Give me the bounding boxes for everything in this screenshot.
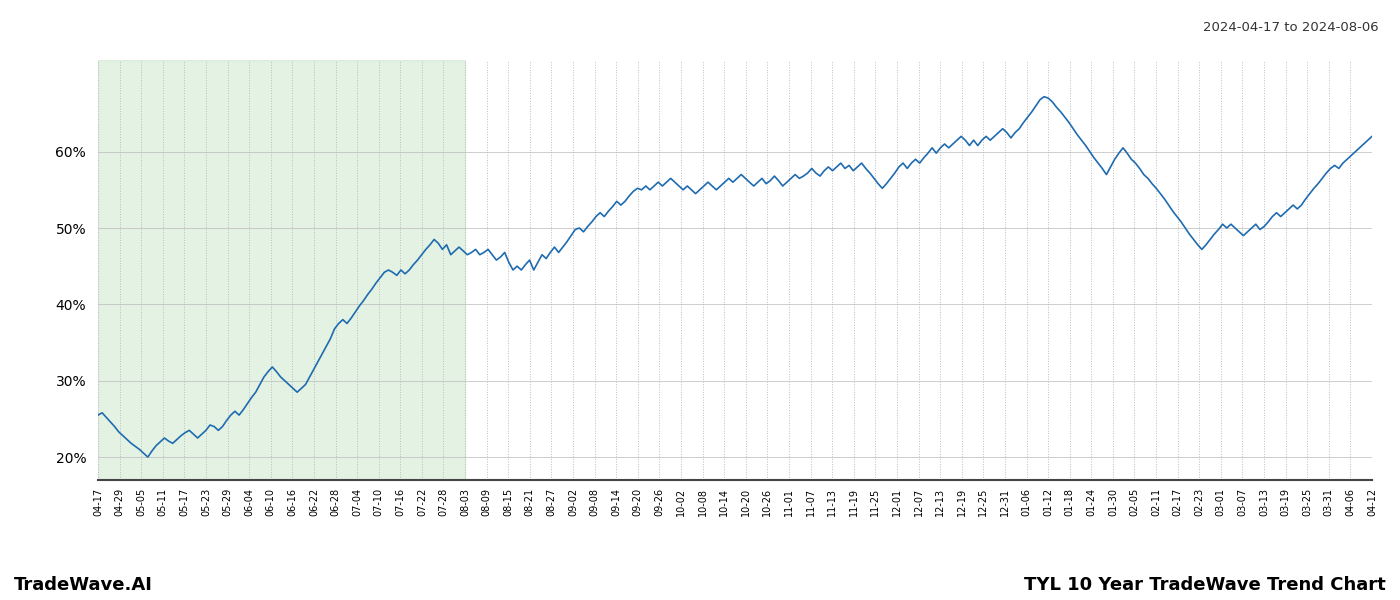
Text: 2024-04-17 to 2024-08-06: 2024-04-17 to 2024-08-06 [1204, 21, 1379, 34]
Text: TradeWave.AI: TradeWave.AI [14, 576, 153, 594]
Bar [98, 60, 465, 480]
Text: TYL 10 Year TradeWave Trend Chart: TYL 10 Year TradeWave Trend Chart [1025, 576, 1386, 594]
